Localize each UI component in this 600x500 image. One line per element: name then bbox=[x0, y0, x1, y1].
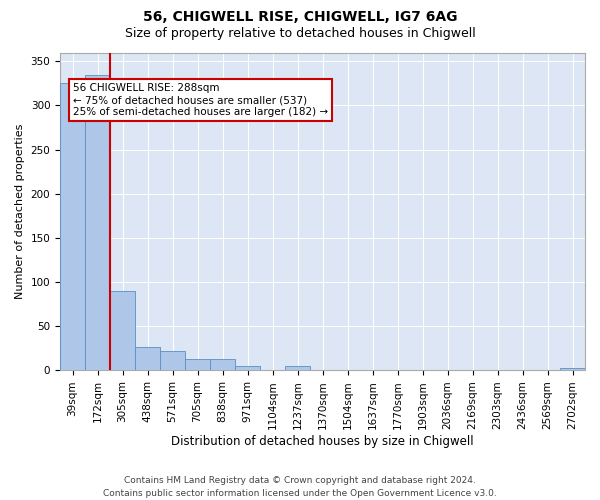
Text: 56 CHIGWELL RISE: 288sqm
← 75% of detached houses are smaller (537)
25% of semi-: 56 CHIGWELL RISE: 288sqm ← 75% of detach… bbox=[73, 84, 328, 116]
Text: Size of property relative to detached houses in Chigwell: Size of property relative to detached ho… bbox=[125, 28, 475, 40]
Text: 56, CHIGWELL RISE, CHIGWELL, IG7 6AG: 56, CHIGWELL RISE, CHIGWELL, IG7 6AG bbox=[143, 10, 457, 24]
Bar bbox=[160, 351, 185, 370]
Bar bbox=[85, 74, 110, 370]
Bar bbox=[185, 359, 210, 370]
Bar bbox=[560, 368, 585, 370]
Text: Contains HM Land Registry data © Crown copyright and database right 2024.
Contai: Contains HM Land Registry data © Crown c… bbox=[103, 476, 497, 498]
Bar bbox=[285, 366, 310, 370]
Bar bbox=[210, 359, 235, 370]
Y-axis label: Number of detached properties: Number of detached properties bbox=[15, 124, 25, 299]
Bar bbox=[110, 291, 135, 370]
X-axis label: Distribution of detached houses by size in Chigwell: Distribution of detached houses by size … bbox=[171, 434, 474, 448]
Bar bbox=[60, 84, 85, 370]
Bar bbox=[235, 366, 260, 370]
Bar bbox=[135, 346, 160, 370]
